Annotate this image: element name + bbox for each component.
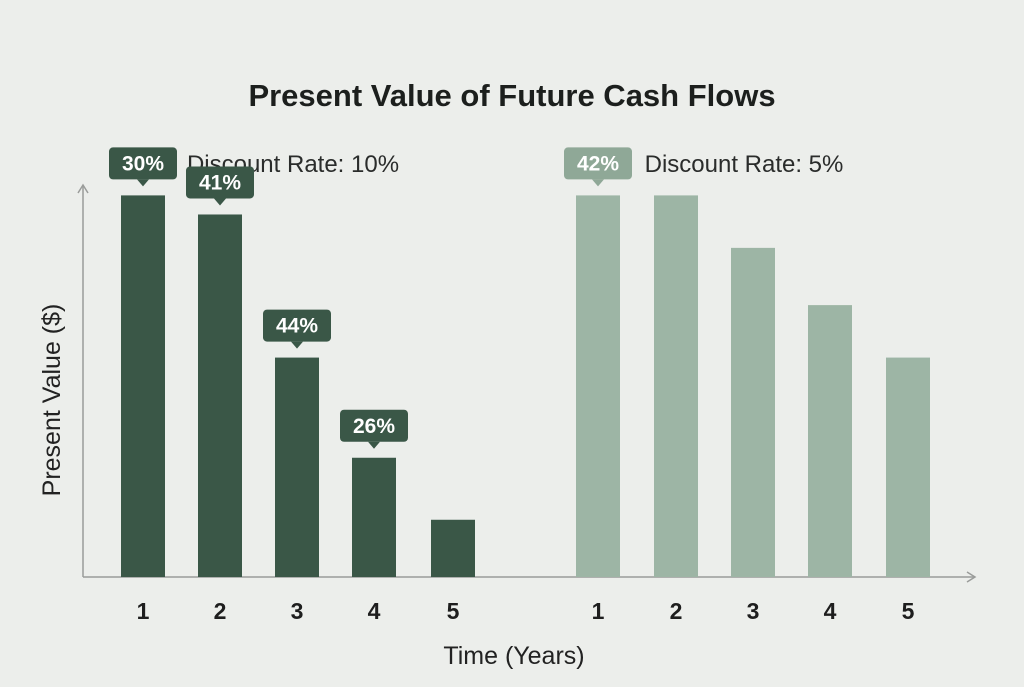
x-tick-panel2-2: 2 <box>670 598 683 624</box>
x-tick-panel1-3: 3 <box>291 598 304 624</box>
data-label-pointer <box>291 341 303 349</box>
data-label-box <box>263 309 331 342</box>
bar-panel1-year5 <box>431 519 475 577</box>
bar-panel1-year1 <box>121 195 165 577</box>
x-ticks-group: 1 2 3 4 5 1 2 3 4 5 <box>137 598 915 624</box>
chart-title: Present Value of Future Cash Flows <box>248 78 775 113</box>
bar-panel2-year4 <box>808 305 852 577</box>
data-label-text: 44% <box>276 315 318 338</box>
bars-group <box>121 195 930 578</box>
data-label-panel1-year4: 26% <box>340 409 408 449</box>
y-axis-arrow <box>77 183 89 194</box>
data-label-text: 26% <box>353 415 395 438</box>
data-label-text: 42% <box>577 152 619 175</box>
x-axis-label: Time (Years) <box>443 642 584 670</box>
data-label-box <box>109 147 177 180</box>
bar-panel2-year2 <box>654 195 698 577</box>
data-labels-group: 30% 41% 44% 26% 42% <box>109 147 632 449</box>
data-label-pointer <box>137 179 149 187</box>
x-tick-panel2-4: 4 <box>824 598 837 624</box>
data-label-pointer <box>214 198 226 206</box>
data-label-box <box>340 409 408 442</box>
bar-panel1-year4 <box>352 457 396 577</box>
panel-subtitle-right: Discount Rate: 5% <box>645 151 844 178</box>
x-tick-panel2-1: 1 <box>592 598 605 624</box>
data-label-panel1-year3: 44% <box>263 309 331 349</box>
bar-panel2-year1 <box>576 195 620 577</box>
x-tick-panel1-4: 4 <box>368 598 381 624</box>
data-label-panel1-year1: 30% <box>109 147 177 187</box>
data-label-box <box>186 166 254 199</box>
x-axis-arrow <box>966 571 977 583</box>
data-label-panel1-year2: 41% <box>186 166 254 206</box>
data-label-pointer <box>368 441 380 449</box>
bar-panel2-year3 <box>731 247 775 577</box>
bar-panel1-year3 <box>275 357 319 577</box>
data-label-box <box>564 147 632 180</box>
data-label-text: 41% <box>199 171 241 194</box>
bar-panel2-year5 <box>886 357 930 577</box>
data-label-text: 30% <box>122 152 164 175</box>
y-axis-label: Present Value ($) <box>38 304 66 497</box>
x-tick-panel1-1: 1 <box>137 598 150 624</box>
x-tick-panel1-2: 2 <box>214 598 227 624</box>
data-label-panel2-year1: 42% <box>564 147 632 187</box>
x-tick-panel2-3: 3 <box>747 598 760 624</box>
data-label-pointer <box>592 179 604 187</box>
x-tick-panel1-5: 5 <box>447 598 460 624</box>
x-tick-panel2-5: 5 <box>902 598 915 624</box>
bar-panel1-year2 <box>198 214 242 578</box>
